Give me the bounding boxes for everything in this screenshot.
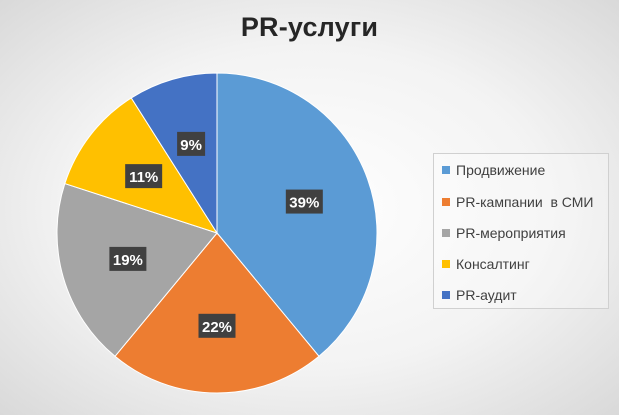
legend-item-konsalting: Консалтинг [442, 256, 530, 272]
data-label-text: 9% [180, 137, 202, 154]
legend-item-pr-meropriyatiya: PR-мероприятия [442, 225, 566, 241]
data-label-text: 22% [202, 319, 232, 336]
data-label-4: 11% [125, 164, 163, 189]
data-label-box [125, 164, 163, 189]
legend-swatch [442, 229, 450, 237]
legend-item-prodvizhenie: Продвижение [442, 162, 545, 178]
legend-label: PR-аудит [456, 287, 517, 303]
data-label-box [285, 189, 323, 214]
data-label-text: 39% [289, 195, 319, 212]
pie-slice-2 [114, 232, 320, 394]
data-label-1: 39% [285, 189, 323, 214]
chart-title: PR-услуги [240, 12, 379, 42]
data-label-text: 19% [113, 252, 143, 269]
legend-label: PR-кампании в СМИ [456, 194, 594, 210]
data-label-5: 9% [177, 131, 206, 156]
data-label-text: 11% [129, 169, 158, 186]
data-label-3: 19% [109, 246, 147, 271]
legend: Продвижение PR-кампании в СМИ PR-меропри… [433, 153, 609, 309]
legend-label: Продвижение [456, 162, 546, 178]
legend-swatch [442, 260, 450, 268]
data-label-2: 22% [198, 313, 236, 338]
pie-data-labels: 39% 22% 19% 11% 9% [109, 131, 323, 338]
legend-swatch [442, 291, 450, 299]
pie-slice-5 [130, 72, 218, 235]
pie-slices [56, 72, 378, 394]
data-label-box [109, 246, 147, 271]
legend-item-pr-audit: PR-аудит [442, 287, 517, 303]
legend-label: Консалтинг [456, 256, 530, 272]
data-label-box [198, 313, 236, 338]
legend-swatch [442, 166, 450, 174]
legend-label: PR-мероприятия [456, 225, 566, 241]
legend-item-pr-kampanii: PR-кампании в СМИ [442, 194, 593, 210]
pie-slice-1 [216, 72, 378, 357]
legend-swatch [442, 198, 450, 206]
data-label-box [177, 131, 206, 156]
